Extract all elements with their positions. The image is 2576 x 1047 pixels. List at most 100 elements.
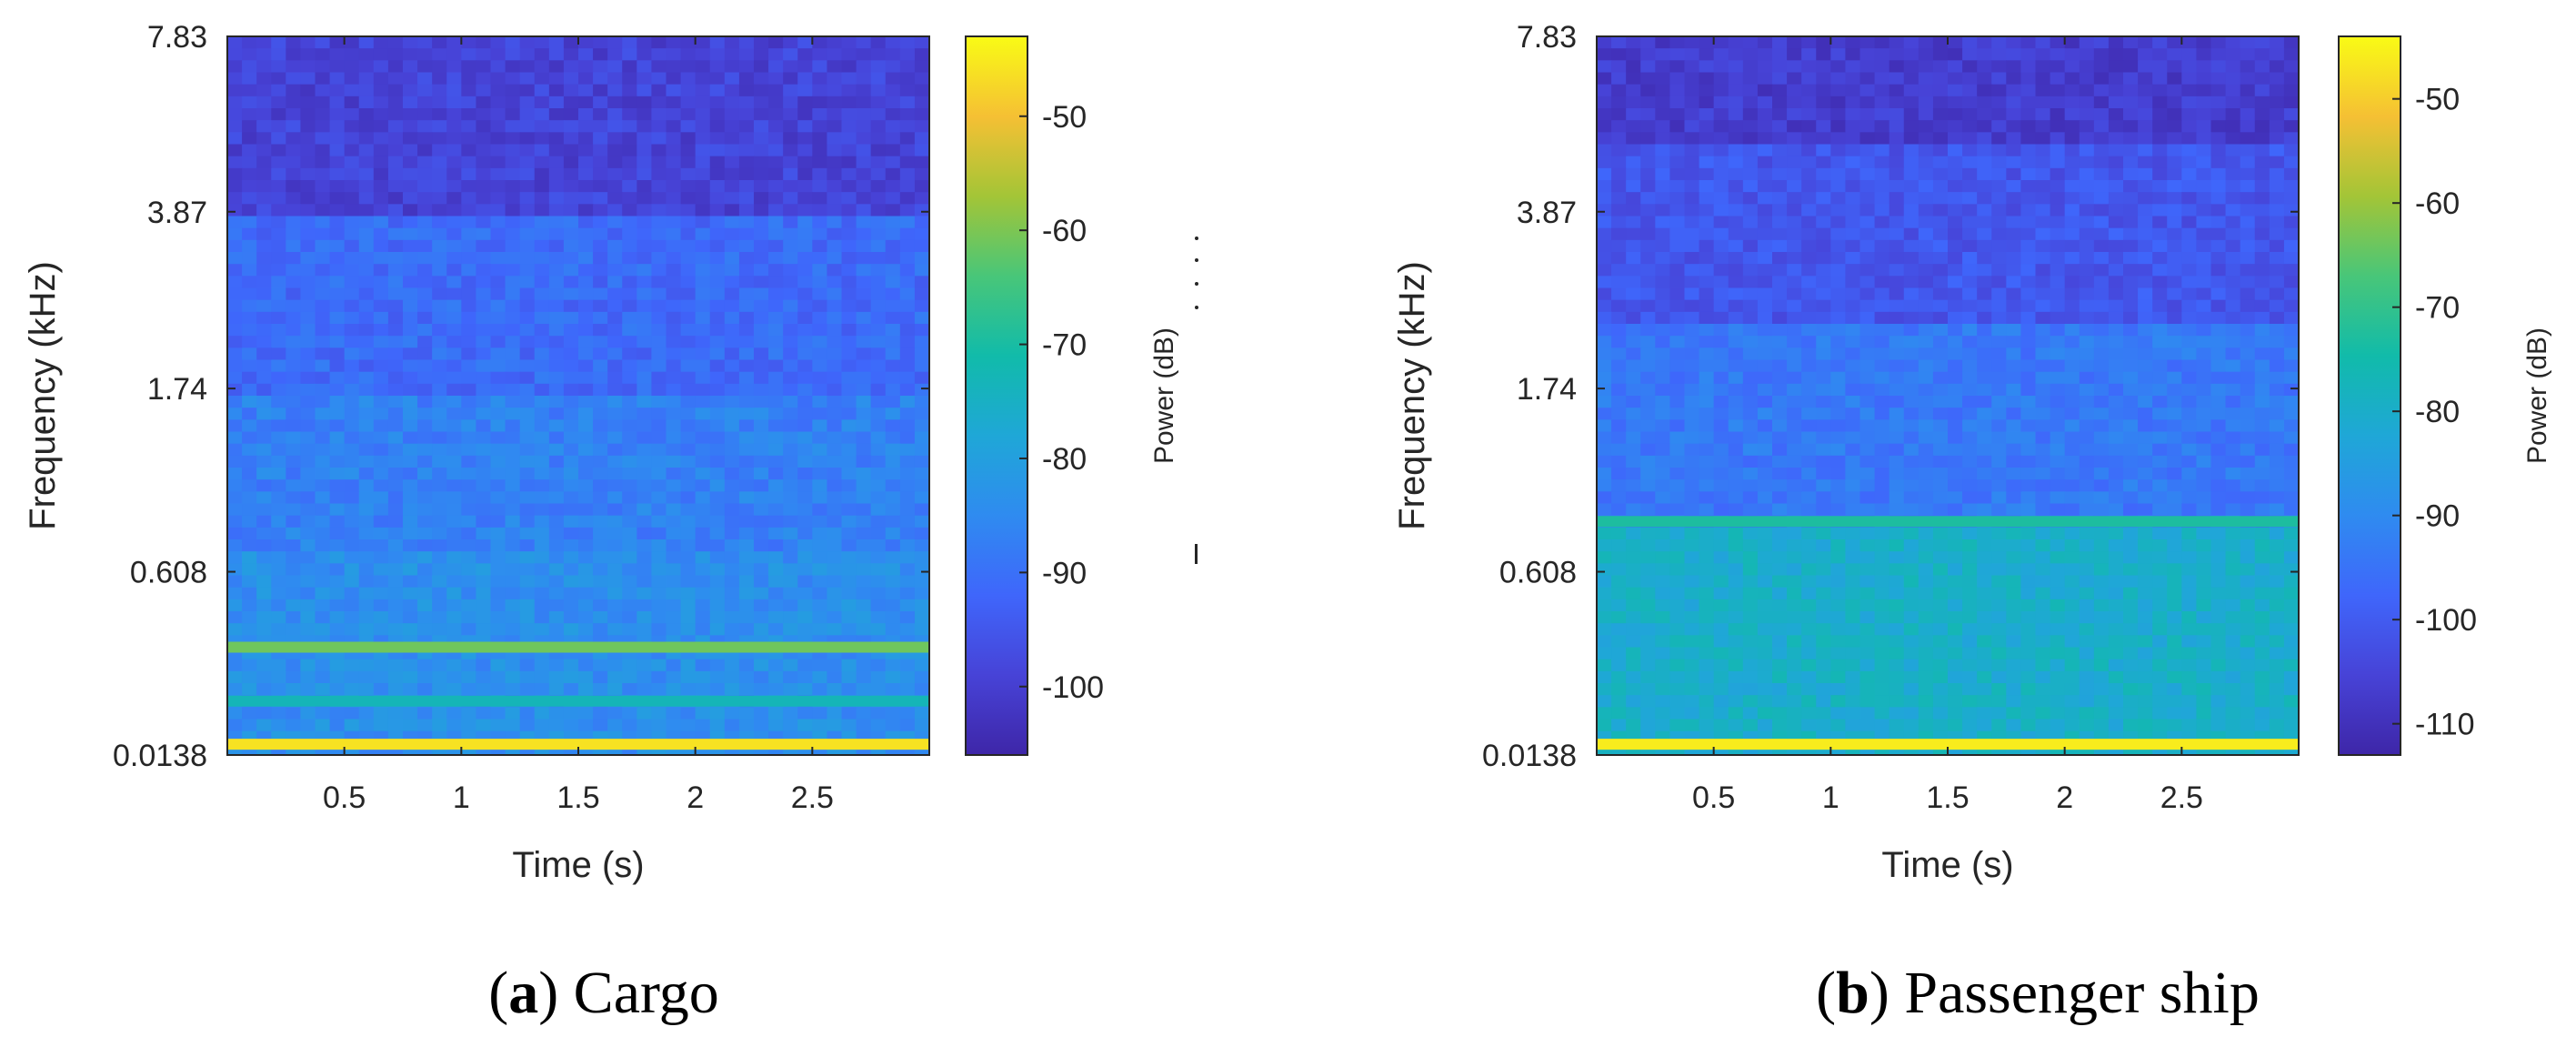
spectrogram-cell [2225,60,2241,74]
spectrogram-cell [329,239,346,253]
spectrogram-cell [1962,371,1978,385]
spectrogram-cell [315,60,331,74]
spectrogram-cell [446,431,462,445]
spectrogram-cell [2064,311,2080,325]
spectrogram-cell [534,311,550,325]
spectrogram-cell [358,396,375,408]
spectrogram-cell [870,670,887,684]
spectrogram-cell [1684,227,1700,241]
spectrogram-cell [2138,347,2153,361]
spectrogram-cell [300,359,316,373]
spectrogram-cell [1889,84,1905,97]
spectrogram-cell [1830,227,1847,241]
spectrogram-cell [797,371,813,385]
spectrogram-cell [1801,216,1817,229]
spectrogram-cell [1801,371,1817,385]
spectrogram-cell [709,479,726,492]
spectrogram-cell [783,299,798,313]
spectrogram-cell [738,336,755,348]
spectrogram-cell [593,479,608,492]
spectrogram-cell [1757,276,1773,289]
spectrogram-cell [1816,336,1831,348]
spectrogram-cell [885,347,901,361]
spectrogram-cell [1597,108,1612,121]
spectrogram-cell [1845,299,1861,313]
spectrogram-cell [870,120,887,133]
spectrogram-cell [2152,144,2168,157]
spectrogram-cell [607,599,623,612]
spectrogram-cell [505,683,521,696]
spectrogram-cell [2181,299,2198,313]
spectrogram-cell [709,204,726,217]
spectrogram-cell [1932,491,1949,505]
spectrogram-cell [242,48,257,61]
spectrogram-cell [797,192,813,205]
spectrogram-cell [827,443,843,457]
spectrogram-cell [1787,503,1802,517]
spectrogram-cell [2196,539,2212,552]
spectrogram-cell [534,264,550,277]
spectrogram-cell [1713,276,1729,289]
spectrogram-cell [344,419,360,433]
spectrogram-cell [534,431,550,445]
spectrogram-cell [680,515,697,529]
caption-a: (a) Cargo [488,960,719,1026]
spectrogram-cell [724,192,740,205]
spectrogram-cell [403,383,418,397]
spectrogram-a [227,36,930,756]
spectrogram-cell [2123,239,2139,253]
spectrogram-cell [1991,60,2007,74]
spectrogram-cell [1874,299,1890,313]
spectrogram-cell [724,683,740,696]
spectrogram-cell [300,287,316,301]
spectrogram-cell [300,72,316,86]
spectrogram-cell [519,324,536,337]
spectrogram-cell [387,719,404,732]
spectrogram-cell [2269,359,2285,373]
spectrogram-cell [1816,192,1831,205]
spectrogram-cell [709,419,726,433]
spectrogram-cell [2254,455,2270,468]
spectrogram-cell [1874,60,1890,74]
spectrogram-cell [2006,468,2022,480]
spectrogram-cell [680,575,697,589]
spectrogram-cell [754,455,769,468]
spectrogram-cell [2123,264,2139,277]
spectrogram-cell [1626,72,1641,86]
spectrogram-cell [315,527,331,540]
spectrogram-cell [914,670,930,684]
spectrogram-cell [1787,192,1802,205]
spectrogram-cell [856,36,872,49]
spectrogram-cell [256,563,272,577]
spectrogram-cell [593,48,608,61]
spectrogram-cell [2108,167,2124,181]
spectrogram-cell [358,408,375,420]
spectrogram-cell [505,216,521,229]
spectrogram-cell [1699,96,1715,109]
spectrogram-cell [1655,431,1671,445]
spectrogram-cell [2283,347,2300,361]
spectrogram-cell [1845,108,1861,121]
spectrogram-cell [1918,36,1934,49]
spectrogram-cell [841,371,857,385]
spectrogram-cell [1889,491,1905,505]
spectrogram-cell [358,431,375,445]
spectrogram-cell [2225,371,2241,385]
spectrogram-cell [256,132,272,146]
spectrogram-cell [827,72,843,86]
spectrogram-cell [227,670,243,684]
spectrogram-cell [2108,72,2124,86]
spectrogram-cell [783,670,798,684]
spectrogram-cell [286,419,302,433]
spectrogram-cell [2138,371,2153,385]
spectrogram-cell [446,84,462,97]
spectrogram-cell [2210,204,2227,217]
spectrogram-cell [476,623,492,636]
spectrogram-cell [432,48,447,61]
spectrogram-cell [636,252,653,265]
spectrogram-cell [227,563,243,577]
spectrogram-cell [827,575,843,589]
spectrogram-cell [636,120,653,133]
spectrogram-cell [2152,204,2168,217]
spectrogram-cell [1626,108,1641,121]
